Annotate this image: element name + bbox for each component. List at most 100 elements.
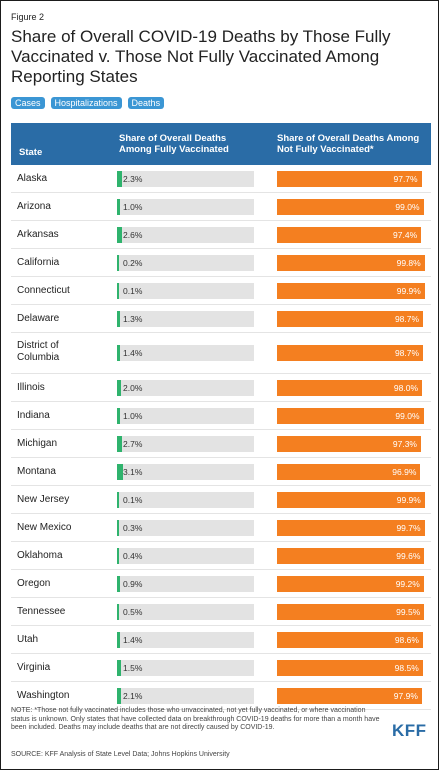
fully-vaccinated-bar xyxy=(117,170,122,187)
tab-deaths[interactable]: Deaths xyxy=(127,97,165,109)
not-fully-vaccinated-bar: 99.5% xyxy=(277,603,425,620)
state-name: Oregon xyxy=(17,578,51,589)
not-fully-vaccinated-bar: 96.9% xyxy=(277,463,421,480)
fully-vaccinated-bar xyxy=(117,631,121,648)
table-row: Oklahoma 0.4% 99.6% xyxy=(11,542,431,570)
not-fully-vaccinated-value: 97.9% xyxy=(393,690,418,701)
fully-vaccinated-bar xyxy=(117,198,120,215)
table-row: Illinois 2.0% 98.0% xyxy=(11,374,431,402)
not-fully-vaccinated-bar: 98.6% xyxy=(277,631,423,648)
fully-vaccinated-bar-track: 0.1% xyxy=(117,491,254,508)
fully-vaccinated-value: 0.9% xyxy=(123,578,143,589)
state-name: Michigan xyxy=(17,438,58,449)
not-fully-vaccinated-bar: 99.9% xyxy=(277,491,425,508)
tab-cases[interactable]: Cases xyxy=(11,97,45,109)
fully-vaccinated-value: 2.1% xyxy=(123,690,143,701)
state-name: Tennessee xyxy=(17,606,66,617)
fully-vaccinated-bar xyxy=(117,603,120,620)
fully-vaccinated-bar-track: 0.4% xyxy=(117,547,254,564)
fully-vaccinated-bar-track: 3.1% xyxy=(117,463,254,480)
fully-vaccinated-bar xyxy=(117,310,121,327)
table-row: Washington 2.1% 97.9% xyxy=(11,682,431,710)
fully-vaccinated-value: 2.7% xyxy=(123,438,143,449)
column-header-not-fully-vaccinated: Share of Overall Deaths Among Not Fully … xyxy=(277,133,420,155)
state-name: Illinois xyxy=(17,382,45,393)
not-fully-vaccinated-value: 97.3% xyxy=(392,438,417,449)
not-fully-vaccinated-bar: 98.5% xyxy=(277,659,423,676)
column-header-fully-vaccinated: Share of Overall Deaths Among Fully Vacc… xyxy=(119,133,229,155)
table-row: Arkansas 2.6% 97.4% xyxy=(11,221,431,249)
fully-vaccinated-bar xyxy=(117,659,121,676)
not-fully-vaccinated-value: 97.4% xyxy=(393,229,418,240)
fully-vaccinated-value: 3.1% xyxy=(123,466,143,477)
not-fully-vaccinated-value: 99.0% xyxy=(395,201,420,212)
fully-vaccinated-bar xyxy=(117,491,119,508)
state-name: Washington xyxy=(17,690,70,701)
table-row: Delaware 1.3% 98.7% xyxy=(11,305,431,333)
state-name: New Mexico xyxy=(17,522,72,533)
fully-vaccinated-bar xyxy=(117,435,123,452)
fully-vaccinated-bar-track: 0.9% xyxy=(117,575,254,592)
table-row: New Mexico 0.3% 99.7% xyxy=(11,514,431,542)
not-fully-vaccinated-bar: 99.7% xyxy=(277,519,425,536)
table-row: California 0.2% 99.8% xyxy=(11,249,431,277)
figure-label: Figure 2 xyxy=(11,12,45,22)
not-fully-vaccinated-bar: 97.9% xyxy=(277,687,422,704)
chart-title: Share of Overall COVID-19 Deaths by Thos… xyxy=(11,27,391,86)
footnote: NOTE: *Those not fully vaccinated includ… xyxy=(11,707,380,732)
state-name: Montana xyxy=(17,466,56,477)
fully-vaccinated-value: 1.4% xyxy=(123,634,143,645)
table-row: Utah 1.4% 98.6% xyxy=(11,626,431,654)
fully-vaccinated-bar xyxy=(117,254,119,271)
state-name: Arkansas xyxy=(17,229,59,240)
fully-vaccinated-bar-track: 1.5% xyxy=(117,659,254,676)
not-fully-vaccinated-value: 98.7% xyxy=(394,313,420,324)
column-header-state: State xyxy=(19,147,43,158)
not-fully-vaccinated-bar: 98.7% xyxy=(277,310,424,327)
fully-vaccinated-bar xyxy=(117,282,119,299)
not-fully-vaccinated-value: 97.7% xyxy=(393,173,418,184)
state-name: District of Columbia xyxy=(17,340,60,363)
not-fully-vaccinated-value: 99.7% xyxy=(396,522,421,533)
state-name: Indiana xyxy=(17,410,50,421)
kff-logo: KFF xyxy=(392,721,427,740)
not-fully-vaccinated-value: 99.9% xyxy=(396,494,421,505)
fully-vaccinated-value: 0.5% xyxy=(123,606,143,617)
fully-vaccinated-bar-track: 1.0% xyxy=(117,198,254,215)
fully-vaccinated-bar xyxy=(117,519,119,536)
fully-vaccinated-bar-track: 1.0% xyxy=(117,407,254,424)
state-name: Connecticut xyxy=(17,285,70,296)
fully-vaccinated-value: 1.5% xyxy=(123,662,143,673)
state-name: California xyxy=(17,257,60,268)
not-fully-vaccinated-value: 98.5% xyxy=(394,662,419,673)
table-row: New Jersey 0.1% 99.9% xyxy=(11,486,431,514)
fully-vaccinated-bar xyxy=(117,687,122,704)
fully-vaccinated-value: 1.3% xyxy=(123,313,143,324)
fully-vaccinated-bar-track: 0.3% xyxy=(117,519,254,536)
not-fully-vaccinated-value: 98.6% xyxy=(394,634,419,645)
fully-vaccinated-value: 1.0% xyxy=(123,201,143,212)
table-row: Tennessee 0.5% 99.5% xyxy=(11,598,431,626)
not-fully-vaccinated-value: 96.9% xyxy=(392,466,417,477)
fully-vaccinated-bar-track: 2.7% xyxy=(117,435,254,452)
state-name: Oklahoma xyxy=(17,550,63,561)
tab-bar: Cases Hospitalizations Deaths xyxy=(11,97,165,109)
fully-vaccinated-value: 1.4% xyxy=(123,348,143,358)
state-name: Virginia xyxy=(17,662,51,673)
fully-vaccinated-value: 2.0% xyxy=(123,382,143,393)
fully-vaccinated-bar-track: 2.6% xyxy=(117,226,254,243)
fully-vaccinated-value: 0.2% xyxy=(123,257,143,268)
state-name: Utah xyxy=(17,634,39,645)
not-fully-vaccinated-bar: 99.0% xyxy=(277,407,424,424)
tab-hospitalizations[interactable]: Hospitalizations xyxy=(50,97,122,109)
table-row: Arizona 1.0% 99.0% xyxy=(11,193,431,221)
not-fully-vaccinated-bar: 99.6% xyxy=(277,547,425,564)
fully-vaccinated-bar-track: 0.2% xyxy=(117,254,254,271)
fully-vaccinated-bar xyxy=(117,226,123,243)
not-fully-vaccinated-value: 99.6% xyxy=(396,550,421,561)
not-fully-vaccinated-bar: 98.7% xyxy=(277,345,424,361)
not-fully-vaccinated-bar: 97.4% xyxy=(277,226,422,243)
table-row: Montana 3.1% 96.9% xyxy=(11,458,431,486)
fully-vaccinated-bar-track: 0.1% xyxy=(117,282,254,299)
